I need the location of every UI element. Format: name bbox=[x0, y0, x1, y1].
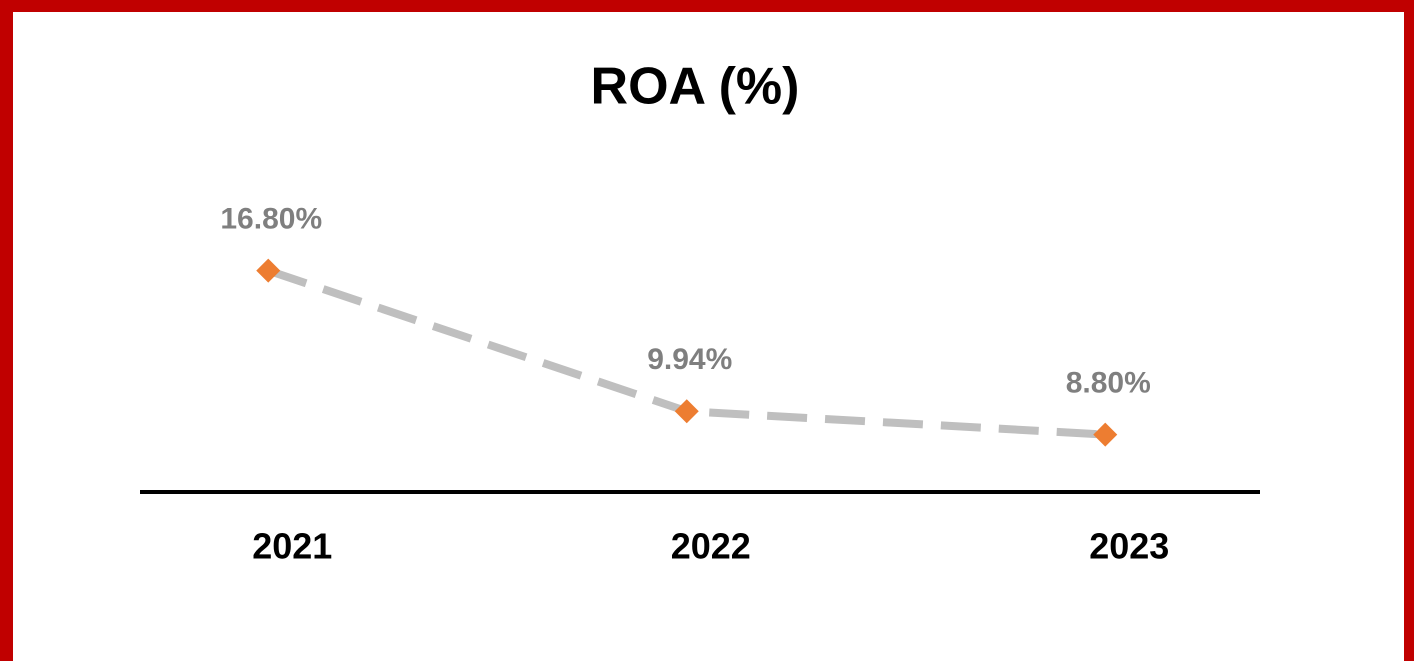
data-label: 9.94% bbox=[647, 343, 732, 376]
marker bbox=[1093, 422, 1118, 447]
data-label: 16.80% bbox=[220, 203, 322, 236]
frame-right bbox=[1404, 0, 1414, 661]
x-tick-label: 2023 bbox=[1089, 526, 1169, 567]
x-tick-label: 2021 bbox=[252, 526, 332, 567]
data-label: 8.80% bbox=[1066, 367, 1151, 400]
marker bbox=[674, 399, 699, 424]
marker bbox=[256, 258, 281, 283]
chart-title: ROA (%) bbox=[591, 58, 800, 116]
frame-top bbox=[0, 0, 1414, 12]
frame-left bbox=[0, 0, 13, 661]
x-tick-label: 2022 bbox=[671, 526, 751, 567]
